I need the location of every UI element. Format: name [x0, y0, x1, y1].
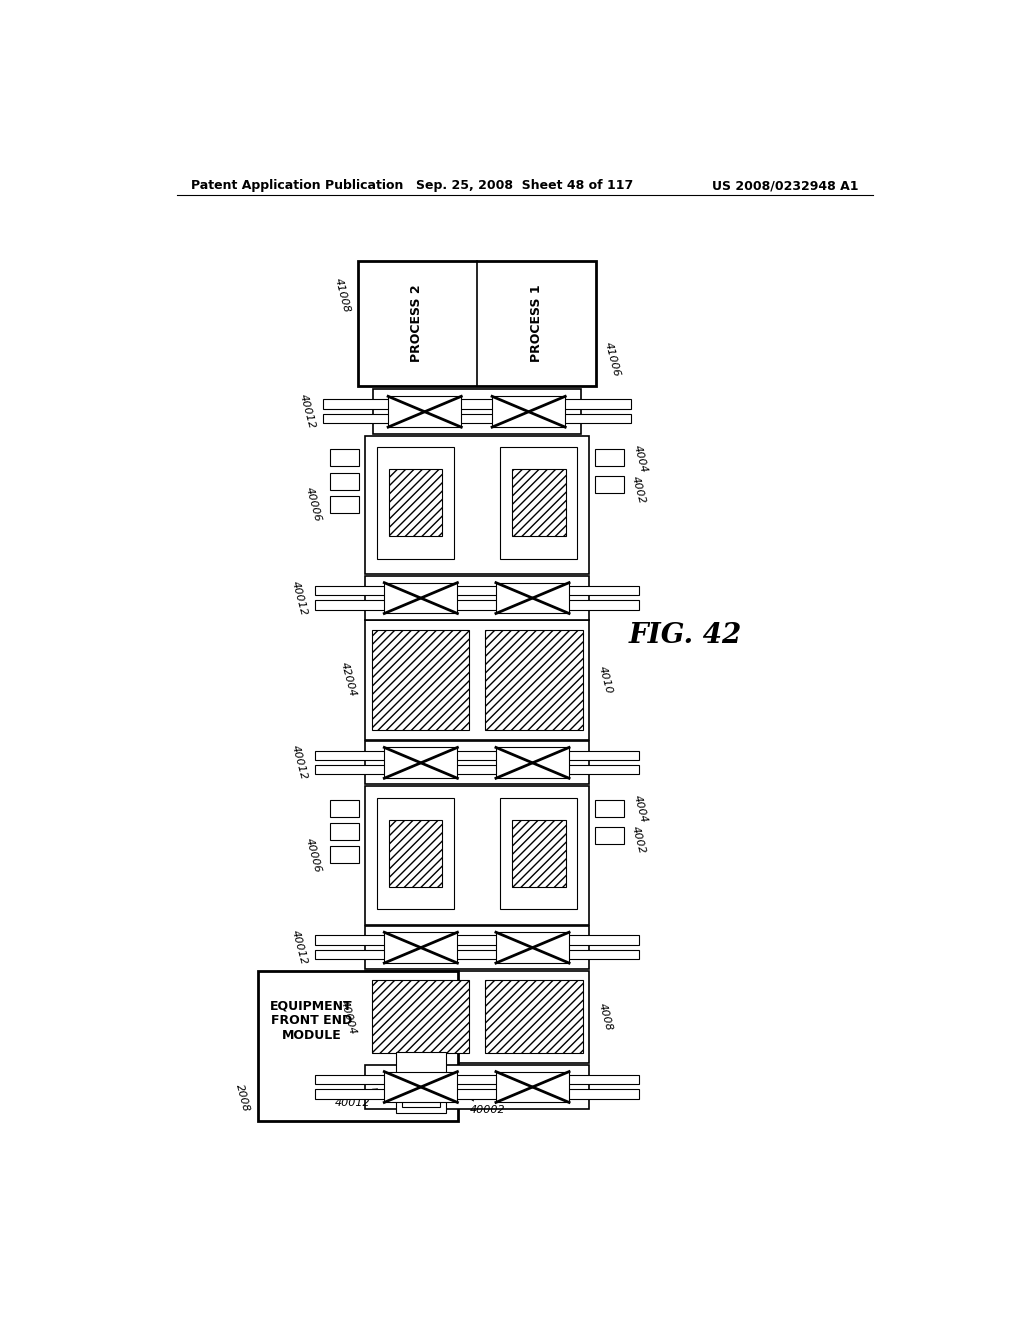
Bar	[315, 950, 639, 960]
Text: 40012: 40012	[291, 929, 309, 966]
Bar	[330, 800, 359, 817]
Bar	[315, 766, 639, 775]
Text: 40012: 40012	[298, 393, 316, 430]
Bar	[595, 826, 625, 843]
Text: 40012: 40012	[291, 744, 309, 781]
Bar	[402, 1076, 440, 1107]
Bar	[330, 496, 359, 512]
Bar	[315, 1089, 639, 1098]
Text: 2008: 2008	[234, 1082, 252, 1113]
Bar	[315, 586, 639, 595]
Bar	[384, 747, 458, 779]
Bar	[372, 630, 469, 730]
Text: PROCESS 1: PROCESS 1	[529, 284, 543, 362]
Bar	[366, 927, 589, 969]
Bar	[330, 449, 359, 466]
Text: 4002: 4002	[631, 825, 647, 855]
Bar	[384, 932, 458, 964]
Bar	[384, 582, 458, 614]
Text: 40012: 40012	[291, 579, 309, 616]
Bar	[366, 785, 589, 924]
Text: 4004: 4004	[632, 444, 649, 474]
Bar	[595, 800, 625, 817]
Bar	[315, 601, 639, 610]
Text: 40004: 40004	[339, 998, 357, 1035]
Text: 40002: 40002	[461, 1093, 505, 1115]
Bar	[366, 436, 589, 574]
Bar	[396, 1052, 446, 1113]
Text: 4010: 4010	[596, 665, 613, 694]
Bar	[330, 473, 359, 490]
Bar	[315, 1074, 639, 1084]
Text: EQUIPMENT
FRONT END
MODULE: EQUIPMENT FRONT END MODULE	[270, 999, 353, 1043]
Bar	[384, 1072, 458, 1102]
Text: 40006: 40006	[303, 486, 323, 524]
Bar	[357, 261, 596, 387]
Text: 40012: 40012	[335, 1089, 377, 1109]
Bar	[388, 396, 461, 428]
Bar	[323, 414, 631, 424]
Bar	[595, 449, 625, 466]
Text: 42004: 42004	[339, 661, 357, 698]
Bar	[595, 477, 625, 494]
Bar	[373, 389, 581, 434]
Bar	[315, 936, 639, 945]
Text: US 2008/0232948 A1: US 2008/0232948 A1	[713, 180, 859, 193]
Bar	[366, 620, 589, 739]
Bar	[500, 447, 578, 558]
Text: Sep. 25, 2008  Sheet 48 of 117: Sep. 25, 2008 Sheet 48 of 117	[416, 180, 634, 193]
Bar	[330, 822, 359, 840]
Text: 4002: 4002	[631, 474, 647, 504]
Text: Patent Application Publication: Patent Application Publication	[190, 180, 403, 193]
Bar	[377, 447, 454, 558]
Bar	[372, 979, 469, 1053]
Bar	[496, 747, 569, 779]
Bar	[323, 400, 631, 409]
Text: 4008: 4008	[596, 1002, 613, 1032]
Bar	[330, 846, 359, 863]
Text: PROCESS 2: PROCESS 2	[411, 284, 424, 362]
Text: 4004: 4004	[632, 795, 649, 824]
Bar	[496, 582, 569, 614]
Bar	[366, 742, 589, 784]
Bar	[366, 970, 589, 1063]
Bar	[388, 470, 442, 536]
Bar	[258, 970, 458, 1121]
Bar	[484, 630, 583, 730]
Bar	[496, 932, 569, 964]
Bar	[377, 797, 454, 909]
Text: FIG. 42: FIG. 42	[629, 622, 741, 649]
Bar	[500, 797, 578, 909]
Bar	[512, 820, 565, 887]
Text: 40006: 40006	[303, 837, 323, 874]
Bar	[512, 470, 565, 536]
Bar	[366, 576, 589, 620]
Bar	[366, 1065, 589, 1109]
Bar	[496, 1072, 569, 1102]
Bar	[388, 820, 442, 887]
Bar	[493, 396, 565, 428]
Text: 41008: 41008	[333, 277, 351, 314]
Bar	[484, 979, 583, 1053]
Bar	[315, 751, 639, 760]
Text: 41006: 41006	[602, 341, 622, 378]
